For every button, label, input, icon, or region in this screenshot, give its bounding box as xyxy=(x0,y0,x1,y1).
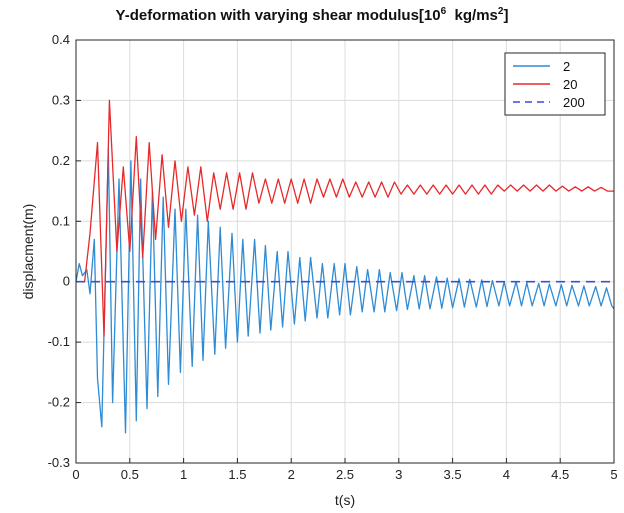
legend-label-2: 2 xyxy=(563,59,570,74)
y-tick-label: 0.4 xyxy=(52,32,70,47)
series-line-2 xyxy=(75,148,615,434)
y-tick-label: 0 xyxy=(63,274,70,289)
x-tick-label: 0 xyxy=(72,467,79,482)
x-tick-label: 1.5 xyxy=(228,467,246,482)
x-tick-label: 1 xyxy=(180,467,187,482)
x-axis-label: t(s) xyxy=(335,492,355,508)
y-axis-label: displacment(m) xyxy=(20,204,36,300)
x-tick-label: 4.5 xyxy=(551,467,569,482)
y-tick-labels: -0.3 -0.2 -0.1 0 0.1 0.2 0.3 0.4 xyxy=(48,32,70,470)
x-tick-label: 0.5 xyxy=(121,467,139,482)
chart-title: Y-deformation with varying shear modulus… xyxy=(115,6,509,24)
x-tick-labels: 0 0.5 1 1.5 2 2.5 3 3.5 4 4.5 5 xyxy=(72,467,617,482)
y-tick-label: -0.1 xyxy=(48,334,70,349)
y-tick-label: 0.3 xyxy=(52,92,70,107)
x-tick-label: 5 xyxy=(610,467,617,482)
y-tick-label: 0.2 xyxy=(52,153,70,168)
x-tick-label: 2 xyxy=(288,467,295,482)
legend-label-20: 20 xyxy=(563,77,577,92)
x-tick-label: 4 xyxy=(503,467,510,482)
plot-frame xyxy=(75,39,615,464)
series-line-20 xyxy=(76,99,614,337)
legend: 2 20 200 xyxy=(504,52,606,116)
y-tick-label: -0.3 xyxy=(48,455,70,470)
legend-label-200: 200 xyxy=(563,95,585,110)
x-tick-label: 3.5 xyxy=(444,467,462,482)
y-tick-label: 0.1 xyxy=(52,213,70,228)
x-tick-label: 3 xyxy=(395,467,402,482)
series-lines xyxy=(75,99,615,434)
y-tick-label: -0.2 xyxy=(48,395,70,410)
x-tick-label: 2.5 xyxy=(336,467,354,482)
